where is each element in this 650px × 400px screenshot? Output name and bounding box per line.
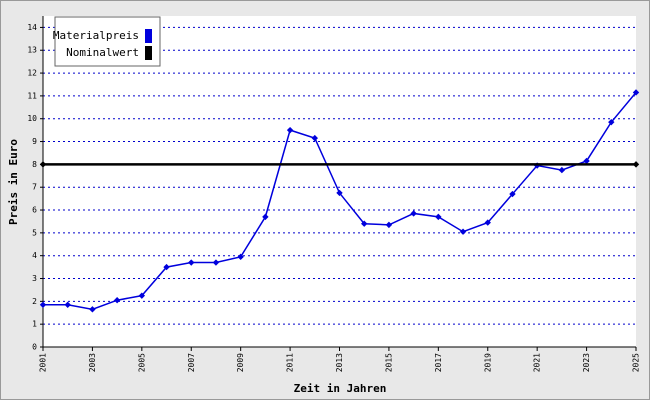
y-tick-label: 10 (27, 114, 37, 123)
y-axis-label: Preis in Euro (7, 139, 20, 225)
y-tick-label: 2 (32, 297, 37, 306)
marker (608, 118, 615, 126)
legend-label: Nominalwert (66, 46, 139, 59)
marker (583, 157, 590, 165)
x-tick-label: 2015 (384, 353, 393, 372)
marker (632, 89, 640, 96)
marker (188, 259, 195, 266)
legend-swatch (145, 46, 152, 60)
marker (385, 221, 393, 229)
marker (632, 161, 640, 168)
legend-label: Materialpreis (53, 29, 139, 42)
marker (89, 306, 96, 313)
x-tick-label: 2021 (533, 353, 542, 372)
x-tick-label: 2009 (236, 353, 245, 372)
marker (64, 301, 71, 308)
marker (286, 126, 294, 134)
y-tick-label: 13 (27, 46, 37, 55)
marker (262, 213, 269, 221)
x-tick-label: 2013 (335, 353, 344, 372)
y-tick-label: 12 (27, 69, 37, 78)
y-tick-label: 9 (32, 137, 37, 146)
marker (138, 292, 146, 299)
x-axis-label: Zeit in Jahren (294, 382, 387, 395)
y-tick-label: 11 (27, 91, 37, 100)
y-tick-label: 1 (32, 320, 37, 329)
x-tick-label: 2025 (632, 353, 641, 372)
x-tick-label: 2023 (582, 353, 591, 372)
marker (113, 297, 121, 304)
x-tick-label: 2005 (137, 353, 146, 372)
marker (558, 166, 566, 174)
legend-swatch (145, 29, 152, 43)
plot-area (43, 16, 636, 347)
x-tick-label: 2011 (286, 353, 295, 372)
marker (163, 263, 170, 271)
y-tick-label: 6 (32, 206, 37, 215)
legend: Materialpreis Nominalwert (53, 16, 161, 67)
marker (459, 228, 467, 235)
marker (336, 189, 343, 197)
marker (484, 219, 491, 226)
x-tick-label: 2001 (39, 353, 48, 372)
plot (39, 89, 640, 313)
marker (361, 220, 368, 227)
legend-box (54, 16, 161, 67)
marker (39, 301, 47, 308)
marker (237, 253, 244, 261)
y-tick-label: 14 (27, 23, 37, 32)
marker (410, 210, 417, 217)
marker (39, 161, 47, 168)
x-tick-label: 2007 (187, 353, 196, 372)
y-tick-label: 5 (32, 228, 37, 237)
y-tick-label: 3 (32, 274, 37, 283)
marker (435, 213, 442, 221)
y-tick-label: 7 (32, 183, 37, 192)
y-tick-label: 0 (32, 343, 37, 352)
marker (212, 259, 220, 266)
x-tick-label: 2019 (483, 353, 492, 372)
y-tick-label: 8 (32, 160, 37, 169)
marker (509, 190, 516, 198)
y-tick-label: 4 (32, 251, 37, 260)
marker (311, 134, 318, 142)
x-tick-label: 2003 (88, 353, 97, 372)
x-tick-label: 2017 (434, 353, 443, 372)
